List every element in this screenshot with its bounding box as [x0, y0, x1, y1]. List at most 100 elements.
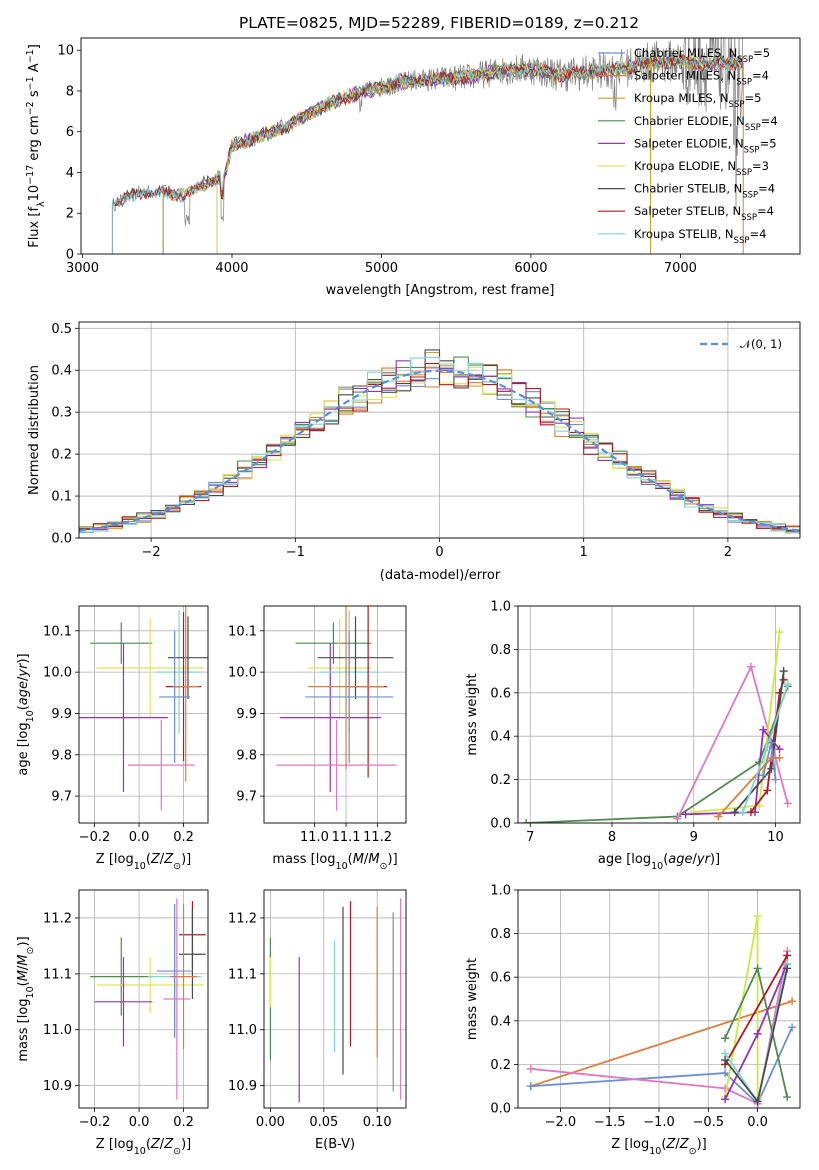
y-tick-label: 9.8: [51, 748, 72, 763]
label-part: ⊙: [25, 946, 36, 954]
x-tick-label: −1: [286, 545, 305, 560]
y-tick-label: 11.2: [43, 911, 72, 926]
histograms: [79, 349, 800, 535]
legend-entry: Chabrier MILES, NSSP=5: [634, 46, 770, 65]
weight-point-marker: [783, 1093, 792, 1102]
legend-suffix: =3: [752, 159, 769, 173]
label-part: (: [146, 852, 151, 867]
weight-point-marker: [746, 808, 755, 817]
legend-subscript: SSP: [729, 100, 745, 110]
weight-point-marker: [738, 808, 747, 817]
model-spectrum-line: [216, 53, 744, 254]
weight-point-marker: [721, 1069, 730, 1078]
label-part: Z: [679, 1137, 690, 1152]
model-spectrum-line: [216, 54, 744, 254]
y-tick-label: 1.0: [490, 884, 511, 899]
y-tick-label: 0.2: [490, 773, 511, 788]
axes-frame: [78, 605, 209, 824]
label-part: age [log: [598, 852, 651, 867]
legend-subscript: SSP: [737, 55, 753, 65]
label-part: M: [16, 954, 31, 965]
weight-series-line: [724, 954, 788, 1065]
weight-point-marker: [753, 1029, 762, 1038]
legend-text: Kroupa MILES, N: [634, 91, 729, 105]
weight-series-line: [724, 963, 789, 1100]
y-tick-label: 0: [66, 248, 74, 263]
weight-point-marker: [721, 1056, 730, 1065]
x-tick-label: −0.5: [693, 1115, 725, 1130]
legend-entry: Chabrier ELODIE, NSSP=4: [634, 114, 778, 133]
label-part: erg cm: [27, 115, 42, 164]
label-part: 10: [649, 1146, 661, 1157]
label-part: Z: [150, 852, 161, 867]
axes-frame: [517, 605, 801, 824]
label-part: age: [16, 681, 31, 705]
x-tick-label: −1.5: [594, 1115, 626, 1130]
label-part: )]: [16, 936, 31, 946]
x-tick-label: 7: [526, 830, 534, 845]
legend-subscript: SSP: [742, 191, 758, 201]
label-part: yr: [696, 852, 712, 867]
label-part: (: [348, 852, 353, 867]
y-tick-label: 0.0: [490, 1102, 511, 1117]
label-part: 10: [27, 185, 42, 202]
y-tick-label: 6: [66, 125, 74, 140]
y-tick-label: 10.9: [43, 1079, 72, 1094]
error-bars: [276, 606, 397, 811]
age-metallicity-panel: −0.2 0.0 0.29.79.89.910.010.1Z [log10(Z/Z⊙…: [16, 605, 209, 872]
x-axis-label: mass [log10(M/M⊙)]: [272, 852, 397, 872]
weight-point-marker: [714, 812, 723, 821]
y-tick-label: 2: [66, 207, 74, 222]
weight-point-marker: [753, 912, 762, 921]
weight-point-marker: [788, 997, 797, 1006]
weight-point-marker: [771, 775, 780, 784]
legend-subscript: SSP: [745, 123, 761, 133]
label-part: )]: [697, 1137, 707, 1152]
label-part: Z [log: [96, 852, 134, 867]
legend-suffix: =5: [753, 46, 770, 60]
x-tick-label: −1.0: [643, 1115, 675, 1130]
y-axis-label: mass weight: [465, 673, 480, 755]
x-tick-label: −2: [142, 545, 161, 560]
label-part: Z: [163, 1137, 174, 1152]
weight-series-line: [530, 1026, 793, 1106]
label-part: Z: [665, 1137, 676, 1152]
y-tick-label: 1.0: [490, 600, 511, 615]
weight-point-marker: [721, 1084, 730, 1093]
x-tick-label: 11.0: [300, 830, 329, 845]
x-tick-label: 0.2: [173, 830, 194, 845]
label-part: (: [663, 852, 668, 867]
y-tick-label: 0.2: [51, 448, 72, 463]
y-tick-label: 11.1: [228, 967, 257, 982]
y-tick-label: 11.1: [43, 967, 72, 982]
weight-metallicity-panel: −2.0 −1.5 −1.0 −0.5 0.0 0.0 0.2 0.4 0.6 0.8 1.0 mas…: [465, 884, 801, 1157]
x-tick-label: −0.2: [79, 830, 111, 845]
legend-entry: Kroupa STELIB, NSSP=4: [634, 227, 766, 246]
label-part: /: [693, 852, 698, 867]
weight-point-marker: [759, 725, 768, 734]
x-tick-label: −2.0: [545, 1115, 577, 1130]
axes-frame: [263, 605, 407, 824]
legend-text: Salpeter ELODIE, N: [634, 136, 744, 150]
label-part: 10: [651, 861, 663, 872]
label-part: ⊙: [173, 1146, 181, 1157]
x-tick-label: 2: [724, 545, 732, 560]
weight-age-panel: 7 8 9 10 0.0 0.2 0.4 0.6 0.8 1.0 mass weight age [l…: [465, 600, 801, 872]
label-part: mass [log: [272, 852, 335, 867]
legend-entry: Kroupa ELODIE, NSSP=3: [634, 159, 769, 178]
label-part: (: [16, 981, 31, 986]
model-spectrum-line: [162, 53, 744, 254]
y-axis-label: Normed distribution: [27, 365, 42, 495]
x-tick-label: 5000: [365, 261, 398, 276]
legend-subscript: SSP: [736, 78, 752, 88]
weight-point-marker: [775, 688, 784, 697]
y-tick-label: 0.6: [490, 686, 511, 701]
y-tick-label: 10.1: [228, 624, 257, 639]
weight-point-marker: [759, 771, 768, 780]
model-spectrum-line: [111, 52, 743, 254]
error-bars: [79, 606, 208, 811]
legend-entry: 𝒩(0, 1): [740, 337, 782, 351]
model-spectrum-line: [111, 55, 743, 254]
label-part: ⊙: [689, 1146, 697, 1157]
